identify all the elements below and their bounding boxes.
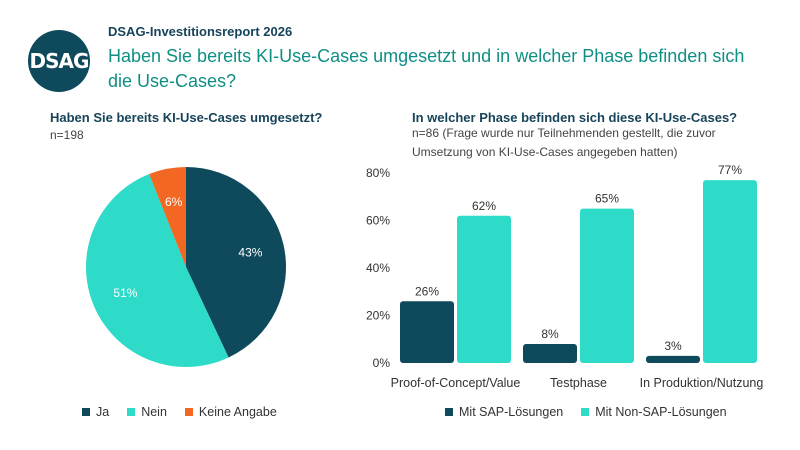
- bar-sap: [646, 355, 700, 363]
- legend-label: Ja: [96, 405, 110, 419]
- bar-data-label: 77%: [718, 163, 742, 177]
- pie-question: Haben Sie bereits KI-Use-Cases umgesetzt…: [50, 110, 323, 125]
- legend-label: Mit Non-SAP-Lösungen: [595, 405, 727, 419]
- pie-slice-keine-angabe: [149, 167, 186, 267]
- bar-sap: [523, 344, 577, 363]
- legend-swatch: [184, 408, 193, 416]
- x-category-label: In Produktion/Nutzung: [640, 376, 764, 390]
- legend-swatch: [581, 408, 590, 416]
- bar-legend-item: Mit SAP-Lösungen: [445, 405, 563, 419]
- bar-non-sap: [703, 180, 757, 363]
- dsag-logo: DSAG: [28, 30, 90, 92]
- main-question: Haben Sie bereits KI-Use-Cases umgesetzt…: [108, 46, 745, 91]
- bar-sample-size: n=86 (Frage wurde nur Teilnehmenden gest…: [412, 126, 716, 159]
- y-tick-label: 0%: [373, 356, 391, 370]
- pie-data-label: 43%: [238, 246, 262, 260]
- bar-data-label: 3%: [664, 339, 682, 353]
- pie-slice-nein: [85, 174, 229, 368]
- pie-legend-item: Nein: [127, 405, 167, 419]
- pie-legend-item: Ja: [82, 405, 109, 419]
- pie-sample-size: n=198: [50, 128, 84, 142]
- bar-legend: Mit SAP-Lösungen Mit Non-SAP-Lösungen: [445, 405, 727, 419]
- legend-swatch: [82, 408, 90, 416]
- pie-chart: 43% 51% 6%: [85, 167, 286, 368]
- x-category-label: Testphase: [550, 376, 607, 390]
- legend-label: Mit SAP-Lösungen: [459, 405, 564, 419]
- bar-question: In welcher Phase befinden sich diese KI-…: [412, 110, 738, 125]
- y-tick-label: 60%: [366, 214, 390, 228]
- bar-legend-item: Mit Non-SAP-Lösungen: [581, 405, 727, 419]
- bar-sap: [400, 301, 454, 363]
- bar-data-label: 26%: [415, 284, 439, 298]
- legend-swatch: [127, 408, 136, 416]
- bar-chart: 0% 20% 40% 60% 80% 26% 62% Proof-of-Concept/Val…: [366, 163, 763, 390]
- legend-label: Keine Angabe: [198, 405, 277, 419]
- bar-data-label: 8%: [541, 327, 559, 341]
- legend-label: Nein: [141, 405, 167, 419]
- logo-text: DSAG: [29, 49, 90, 73]
- legend-swatch: [445, 408, 453, 416]
- x-category-label: Proof-of-Concept/Value: [391, 376, 521, 390]
- bar-non-sap: [580, 208, 634, 363]
- pie-data-label: 51%: [113, 286, 137, 300]
- y-tick-label: 80%: [366, 166, 390, 180]
- pie-legend-item: Keine Angabe: [184, 405, 277, 419]
- y-tick-label: 20%: [366, 309, 390, 323]
- pie-data-label: 6%: [165, 195, 183, 209]
- bar-data-label: 65%: [595, 192, 619, 206]
- bar-data-label: 62%: [472, 199, 496, 213]
- pie-slice-ja: [186, 167, 286, 358]
- report-title: DSAG-Investitionsreport 2026: [108, 24, 293, 39]
- bar-non-sap: [457, 215, 511, 363]
- pie-legend: Ja Nein Keine Angabe: [82, 405, 277, 419]
- y-tick-label: 40%: [366, 261, 390, 275]
